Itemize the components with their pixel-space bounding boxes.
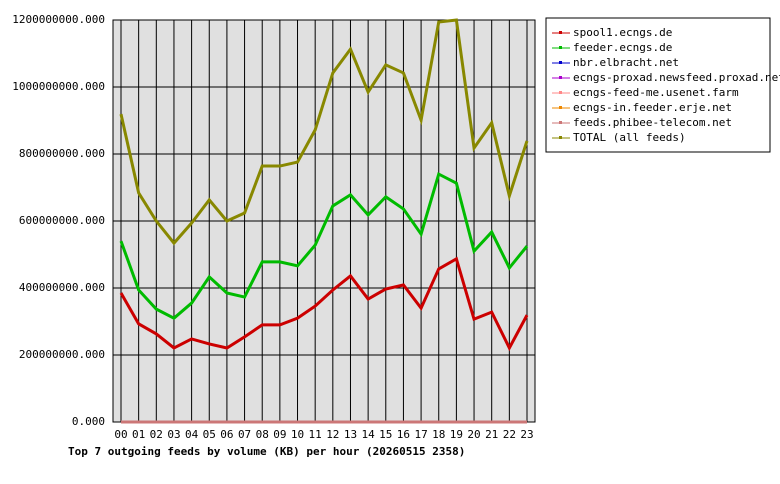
legend [545, 17, 771, 153]
legend-label: feeds.phibee-telecom.net [573, 116, 732, 129]
legend-marker [559, 31, 562, 34]
legend-marker [559, 136, 562, 139]
legend-marker [559, 46, 562, 49]
legend-label: ecngs-proxad.newsfeed.proxad.net [573, 71, 780, 84]
legend-label: nbr.elbracht.net [573, 56, 679, 69]
x-tick-label: 14 [362, 428, 376, 441]
x-tick-label: 22 [503, 428, 516, 441]
series-line [119, 256, 529, 352]
series-line [119, 171, 529, 320]
legend-label: feeder.ecngs.de [573, 41, 672, 54]
series-line [119, 18, 529, 246]
y-tick-label: 0.000 [72, 415, 105, 428]
y-tick-label: 800000000.000 [19, 147, 105, 160]
x-tick-label: 18 [432, 428, 445, 441]
x-tick-label: 20 [467, 428, 480, 441]
x-tick-label: 04 [185, 428, 199, 441]
y-tick-label: 600000000.000 [19, 214, 105, 227]
x-tick-label: 09 [273, 428, 286, 441]
x-tick-label: 08 [256, 428, 269, 441]
x-tick-label: 13 [344, 428, 357, 441]
legend-marker [559, 91, 562, 94]
y-tick-label: 1200000000.000 [12, 13, 105, 26]
x-tick-label: 16 [397, 428, 410, 441]
legend-marker [559, 61, 562, 64]
x-tick-label: 12 [326, 428, 339, 441]
y-tick-label: 400000000.000 [19, 281, 105, 294]
y-tick-label: 1000000000.000 [12, 80, 105, 93]
legend-marker [559, 76, 562, 79]
legend-label: spool1.ecngs.de [573, 26, 672, 39]
x-tick-label: 01 [132, 428, 145, 441]
x-tick-label: 11 [309, 428, 322, 441]
x-tick-label: 23 [520, 428, 533, 441]
x-tick-label: 10 [291, 428, 304, 441]
x-tick-label: 07 [238, 428, 251, 441]
x-tick-label: 00 [114, 428, 127, 441]
legend-label: ecngs-feed-me.usenet.farm [573, 86, 739, 99]
legend-marker [559, 121, 562, 124]
y-tick-label: 200000000.000 [19, 348, 105, 361]
x-tick-label: 06 [220, 428, 233, 441]
x-tick-label: 21 [485, 428, 498, 441]
x-tick-label: 03 [167, 428, 180, 441]
x-tick-label: 15 [379, 428, 392, 441]
x-tick-label: 19 [450, 428, 463, 441]
legend-label: ecngs-in.feeder.erje.net [573, 101, 732, 114]
legend-marker [559, 106, 562, 109]
chart-title: Top 7 outgoing feeds by volume (KB) per … [68, 445, 465, 458]
x-tick-label: 02 [150, 428, 163, 441]
x-tick-label: 05 [203, 428, 216, 441]
x-tick-label: 17 [414, 428, 427, 441]
legend-label: TOTAL (all feeds) [573, 131, 686, 144]
